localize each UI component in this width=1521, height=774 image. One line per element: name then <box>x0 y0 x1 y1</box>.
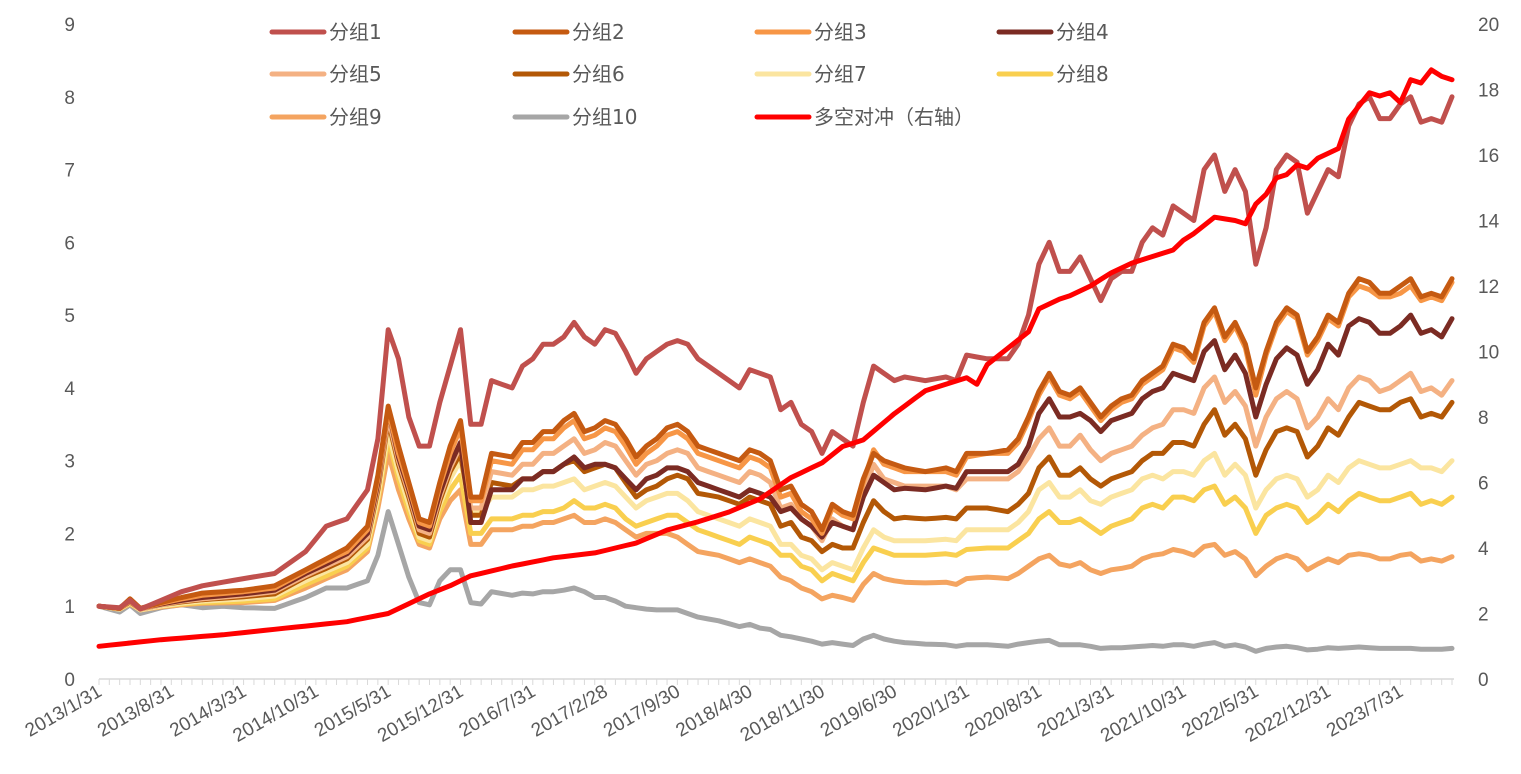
legend-label: 分组8 <box>1056 62 1109 86</box>
legend-label: 分组5 <box>329 62 382 86</box>
y-right-tick-label: 14 <box>1478 212 1500 233</box>
series-line-9 <box>96 450 1455 613</box>
x-tick-label: 2016/7/31 <box>456 681 540 741</box>
x-tick-label: 2019/6/30 <box>817 681 901 741</box>
chart-legend: 分组1 分组2 分组3 分组4 分组5 分组6 分组7 分组8 分组9 分组10 多空对冲（右轴） <box>269 20 1109 129</box>
series-line-2 <box>96 276 1455 611</box>
x-tick-label: 2017/2/28 <box>528 681 612 741</box>
y-left-tick-label: 9 <box>64 15 75 36</box>
y-left-tick-label: 8 <box>64 88 75 109</box>
y-left-tick-label: 6 <box>64 233 75 254</box>
x-tick-label: 2013/8/31 <box>94 681 178 741</box>
chart-series-lines <box>96 67 1455 654</box>
y-left-tick-label: 4 <box>64 379 75 400</box>
y-right-tick-label: 12 <box>1478 277 1499 298</box>
y-right-tick-label: 16 <box>1478 146 1499 167</box>
y-right-tick-label: 10 <box>1478 343 1499 364</box>
series-line-7 <box>96 429 1455 613</box>
legend-label: 分组1 <box>329 20 382 44</box>
legend-label: 分组10 <box>572 105 637 129</box>
y-left-tick-label: 2 <box>64 524 75 545</box>
chart-axes: 0123456789024681012141618202013/1/312013… <box>22 15 1500 747</box>
series-line-11 <box>96 67 1455 649</box>
legend-label: 分组6 <box>572 62 625 86</box>
y-right-tick-label: 0 <box>1478 670 1489 691</box>
legend-label: 分组9 <box>329 105 382 129</box>
series-line-4 <box>96 312 1455 611</box>
y-left-tick-label: 1 <box>64 597 75 618</box>
y-left-tick-label: 5 <box>64 306 75 327</box>
y-right-tick-label: 4 <box>1478 539 1489 560</box>
x-tick-label: 2020/8/31 <box>962 681 1046 741</box>
legend-label: 分组7 <box>814 62 867 86</box>
y-right-tick-label: 18 <box>1478 81 1499 102</box>
series-line-8 <box>96 436 1455 613</box>
x-tick-label: 2020/1/31 <box>889 681 973 741</box>
y-right-tick-label: 8 <box>1478 408 1489 429</box>
y-right-tick-label: 20 <box>1478 15 1499 36</box>
x-tick-label: 2017/9/30 <box>600 681 684 741</box>
y-left-tick-label: 3 <box>64 452 75 473</box>
y-right-tick-label: 6 <box>1478 474 1489 495</box>
series-line-1 <box>96 94 1455 612</box>
y-left-tick-label: 0 <box>64 670 75 691</box>
legend-label: 分组2 <box>572 20 625 44</box>
legend-label: 分组4 <box>1056 20 1109 44</box>
legend-label: 多空对冲（右轴） <box>814 105 974 129</box>
legend-label: 分组3 <box>814 20 867 44</box>
x-tick-label: 2023/7/31 <box>1323 681 1407 741</box>
y-right-tick-label: 2 <box>1478 605 1489 626</box>
y-left-tick-label: 7 <box>64 161 75 182</box>
series-line-10 <box>96 509 1455 654</box>
